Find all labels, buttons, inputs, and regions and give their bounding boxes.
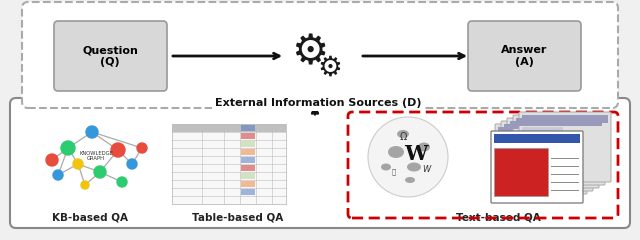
Bar — [241, 157, 255, 163]
Circle shape — [73, 159, 83, 169]
FancyBboxPatch shape — [54, 21, 167, 91]
Bar — [498, 127, 584, 135]
Text: W: W — [404, 144, 428, 164]
Bar — [504, 136, 545, 188]
Bar — [504, 124, 590, 132]
Text: 細: 細 — [392, 169, 396, 175]
FancyBboxPatch shape — [495, 124, 587, 194]
Ellipse shape — [397, 130, 409, 138]
Bar — [516, 130, 557, 182]
Circle shape — [53, 170, 63, 180]
Ellipse shape — [388, 146, 404, 158]
Text: KB-based QA: KB-based QA — [52, 212, 128, 222]
FancyBboxPatch shape — [491, 131, 583, 203]
Text: External Information Sources (D): External Information Sources (D) — [215, 98, 421, 108]
Ellipse shape — [407, 162, 421, 172]
Bar — [510, 121, 596, 129]
Circle shape — [81, 181, 89, 189]
Text: Table-based QA: Table-based QA — [193, 212, 284, 222]
Circle shape — [86, 126, 98, 138]
Circle shape — [137, 143, 147, 153]
Bar — [494, 148, 548, 196]
Bar — [241, 181, 255, 187]
Ellipse shape — [418, 143, 430, 151]
FancyBboxPatch shape — [501, 121, 593, 191]
Circle shape — [94, 166, 106, 178]
Bar — [510, 133, 551, 185]
Text: Ω: Ω — [399, 132, 406, 142]
FancyBboxPatch shape — [468, 21, 581, 91]
Circle shape — [117, 177, 127, 187]
Bar — [241, 141, 255, 147]
Ellipse shape — [405, 177, 415, 183]
Circle shape — [111, 143, 125, 157]
Circle shape — [368, 117, 448, 197]
Text: KNOWLEDGE
GRAPH: KNOWLEDGE GRAPH — [79, 151, 113, 162]
FancyBboxPatch shape — [513, 115, 605, 185]
Text: Answer
(A): Answer (A) — [501, 45, 547, 67]
Bar — [241, 173, 255, 179]
Ellipse shape — [381, 163, 391, 170]
Bar — [241, 165, 255, 171]
Circle shape — [46, 154, 58, 166]
Bar — [516, 118, 602, 126]
FancyBboxPatch shape — [519, 112, 611, 182]
Text: ⚙: ⚙ — [317, 54, 342, 82]
Bar — [172, 124, 286, 132]
Circle shape — [127, 159, 137, 169]
Bar — [241, 149, 255, 155]
Bar — [498, 139, 539, 191]
Circle shape — [61, 141, 75, 155]
Bar — [172, 124, 286, 204]
Bar — [241, 189, 255, 195]
Text: Question
(Q): Question (Q) — [82, 45, 138, 67]
FancyBboxPatch shape — [10, 98, 630, 228]
Text: ⚙: ⚙ — [291, 31, 329, 73]
Text: W: W — [422, 166, 430, 174]
FancyBboxPatch shape — [507, 118, 599, 188]
Bar — [522, 127, 563, 179]
Bar — [241, 125, 255, 131]
Bar — [241, 133, 255, 139]
Bar — [522, 115, 608, 123]
FancyBboxPatch shape — [22, 2, 618, 108]
Text: Text-based QA: Text-based QA — [456, 212, 540, 222]
Bar — [494, 134, 580, 143]
